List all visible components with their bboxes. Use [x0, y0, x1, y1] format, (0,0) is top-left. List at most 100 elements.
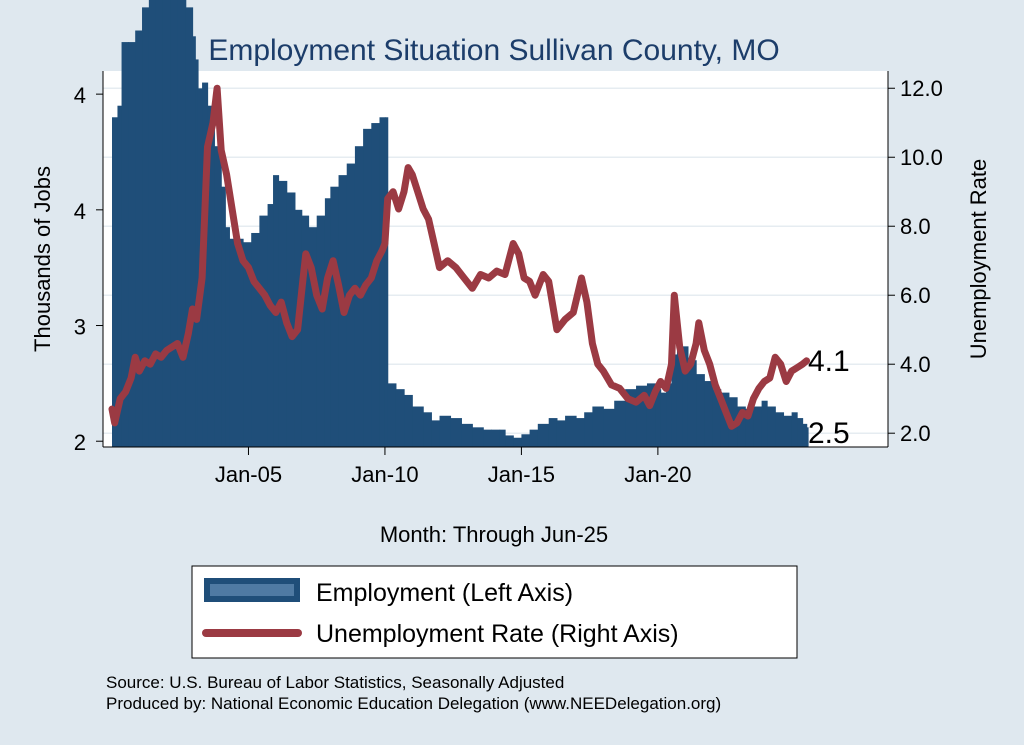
employment-bar — [214, 146, 222, 447]
employment-bar — [170, 0, 179, 447]
unemployment-line — [108, 84, 811, 430]
x-axis-title: Month: Through Jun-25 — [380, 522, 608, 547]
employment-bar — [286, 192, 296, 447]
employment-bar — [655, 389, 662, 447]
employment-end-label: 2.5 — [808, 417, 850, 450]
employment-bar — [259, 215, 269, 447]
source-note: Source: U.S. Bureau of Labor Statistics,… — [106, 673, 564, 692]
employment-bar — [625, 389, 637, 447]
x-tick-label: Jan-10 — [351, 462, 418, 487]
employment-bar — [324, 198, 331, 447]
employment-bar — [384, 117, 389, 448]
employment-bar — [112, 117, 119, 448]
employment-bar — [461, 423, 473, 447]
chart-title: Employment Situation Sullivan County, MO — [208, 34, 779, 67]
employment-bar — [301, 215, 310, 447]
employment-bar — [225, 227, 230, 447]
employment-bar — [783, 415, 793, 447]
employment-bar — [696, 374, 705, 447]
employment-bar — [330, 186, 340, 447]
employment-bar — [229, 238, 236, 447]
employment-bar — [745, 408, 755, 447]
employment-bar — [499, 429, 506, 447]
employment-bar — [251, 232, 260, 447]
employment-bar — [802, 423, 808, 447]
employment-bar — [521, 434, 531, 447]
employment-bar — [142, 7, 150, 447]
employment-bar — [431, 420, 441, 447]
employment-bar — [737, 406, 746, 447]
employment-bar — [806, 427, 809, 447]
legend-swatch-employment-inner — [210, 584, 294, 596]
legend-label-unemployment: Unemployment Rate (Right Axis) — [316, 620, 679, 648]
right-axis-ticks: 2.0 4.0 6.0 8.0 10.0 12.0 — [888, 76, 943, 446]
employment-bar — [556, 420, 566, 447]
x-tick-label: Jan-20 — [624, 462, 691, 487]
employment-bar — [761, 400, 768, 447]
left-tick-label: 4 — [74, 199, 86, 224]
employment-bar — [529, 429, 539, 447]
employment-bar — [185, 7, 194, 447]
employment-bar — [666, 383, 673, 447]
employment-bar — [243, 242, 252, 447]
left-axis-title: Thousands of Jobs — [30, 166, 55, 352]
employment-bar — [720, 392, 730, 447]
employment-bar — [603, 408, 615, 447]
employment-bar — [682, 346, 689, 447]
employment-bar — [371, 123, 381, 448]
employment-bar — [791, 412, 798, 447]
employment-bar — [412, 406, 424, 447]
employment-bar — [346, 163, 356, 448]
employment-bar — [234, 238, 244, 447]
right-tick-label: 2.0 — [900, 421, 931, 446]
employment-bar — [387, 383, 397, 447]
employment-bar — [117, 105, 123, 447]
employment-bar — [472, 427, 484, 447]
employment-bar — [576, 418, 585, 447]
employment-bar — [676, 346, 684, 447]
right-tick-label: 10.0 — [900, 145, 943, 170]
left-axis-ticks: 2 3 4 4 — [74, 83, 103, 455]
employment-bar — [505, 435, 514, 447]
employment-bar — [450, 418, 462, 447]
employment-bar — [135, 30, 143, 448]
employment-bar — [379, 117, 386, 448]
employment-bar — [308, 227, 318, 447]
employment-bar — [537, 423, 550, 447]
employment-bar — [513, 437, 523, 447]
right-axis-title: Unemployment Rate — [966, 159, 991, 360]
right-tick-label: 4.0 — [900, 352, 931, 377]
legend-label-employment: Employment (Left Axis) — [316, 579, 573, 607]
unemployment-end-label: 4.1 — [808, 345, 850, 378]
employment-bar — [316, 215, 326, 447]
employment-bar — [155, 0, 164, 447]
left-tick-label: 3 — [74, 315, 86, 340]
employment-bar — [636, 385, 648, 447]
employment-bar — [671, 354, 678, 447]
employment-bar — [775, 412, 785, 447]
employment-bar — [646, 383, 656, 447]
employment-bar — [121, 42, 129, 447]
employment-bar — [584, 412, 593, 447]
produced-note: Produced by: National Economic Education… — [106, 694, 721, 713]
employment-bar — [148, 0, 157, 447]
right-tick-label: 6.0 — [900, 283, 931, 308]
employment-bar — [267, 204, 274, 447]
employment-bar — [614, 400, 626, 447]
employment-bar — [660, 392, 667, 447]
employment-bar — [207, 105, 215, 447]
employment-bar — [162, 0, 172, 447]
employment-bar — [767, 406, 776, 447]
employment-bar — [221, 186, 226, 447]
employment-bar — [687, 360, 697, 447]
employment-bar — [712, 389, 722, 447]
right-tick-label: 12.0 — [900, 76, 943, 101]
employment-bar — [797, 418, 804, 447]
employment-bar — [177, 0, 187, 448]
employment-bar — [439, 415, 452, 447]
employment-bar — [404, 394, 413, 447]
employment-bar — [548, 418, 558, 447]
employment-bar — [483, 429, 492, 447]
employment-bar — [592, 406, 604, 447]
